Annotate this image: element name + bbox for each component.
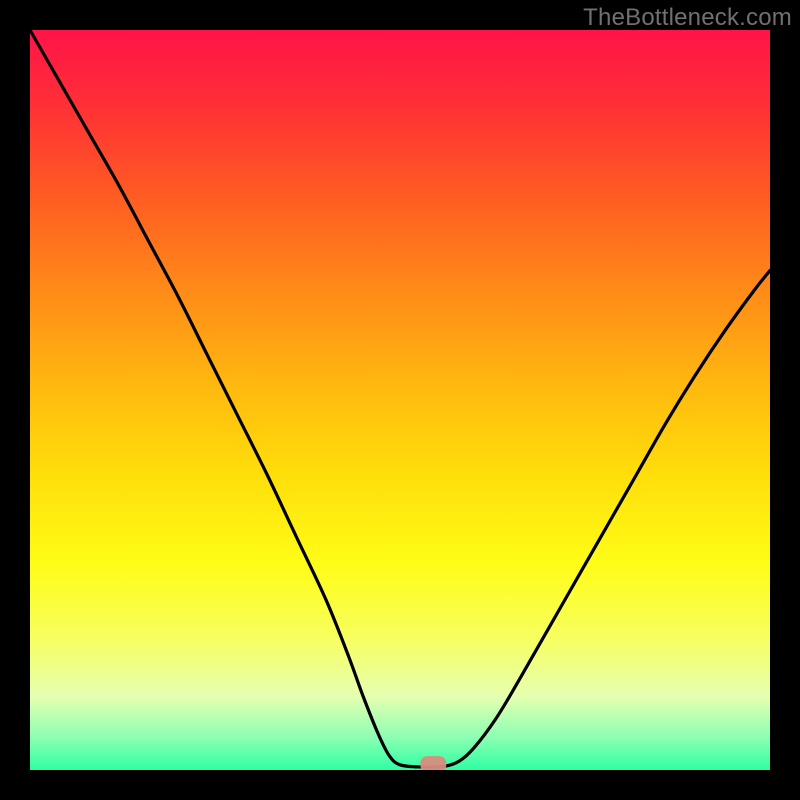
chart-stage: TheBottleneck.com <box>0 0 800 800</box>
frame-left <box>0 0 30 800</box>
optimal-point-marker <box>420 756 446 772</box>
plot-background <box>30 30 770 770</box>
frame-bottom <box>0 770 800 800</box>
watermark-label: TheBottleneck.com <box>583 4 792 32</box>
frame-right <box>770 0 800 800</box>
bottleneck-chart <box>0 0 800 800</box>
